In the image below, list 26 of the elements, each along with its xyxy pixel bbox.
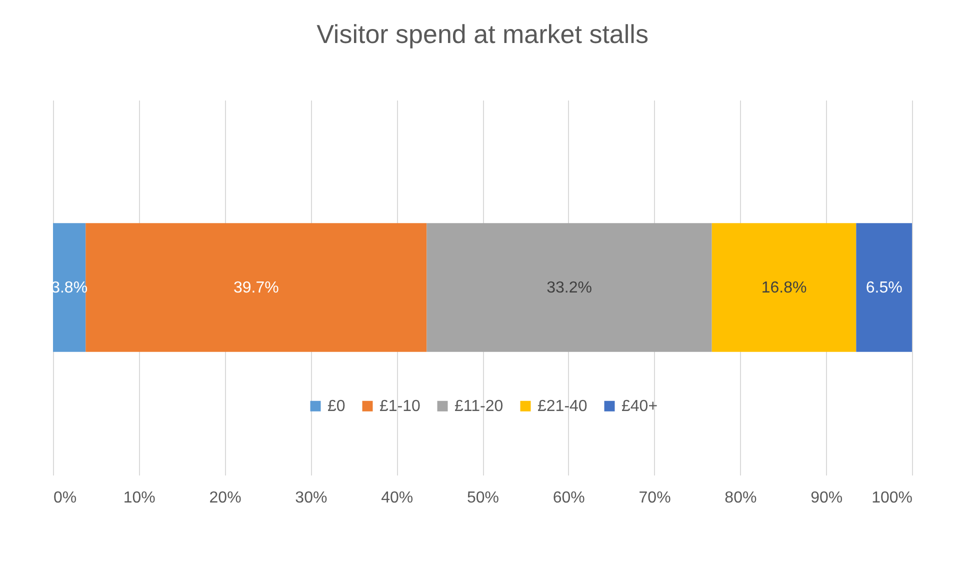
x-tick-label: 70% <box>638 490 671 506</box>
legend-label: £11-20 <box>454 398 504 416</box>
bar <box>712 223 856 352</box>
x-tick-label: 50% <box>466 490 500 506</box>
data-label: 39.7% <box>233 280 279 296</box>
x-tick-label: 10% <box>123 490 156 506</box>
legend-label: £21-40 <box>538 398 588 416</box>
x-tick-label: 90% <box>810 490 843 506</box>
bar <box>856 223 912 352</box>
chart-title: Visitor spend at market stalls <box>316 19 648 49</box>
data-label: 33.2% <box>546 280 592 296</box>
x-tick-label: 20% <box>209 490 242 506</box>
bar <box>86 223 427 352</box>
x-tick-label: 30% <box>295 490 328 506</box>
bar <box>53 223 86 352</box>
data-label: 6.5% <box>866 280 902 296</box>
legend-label: £0 <box>328 398 346 416</box>
legend-label: £40+ <box>622 398 658 416</box>
data-label: 16.8% <box>761 280 807 296</box>
x-tick-label: 100% <box>872 490 912 506</box>
x-tick-label: 0% <box>54 490 77 506</box>
x-tick-label: 80% <box>724 490 757 506</box>
bar <box>426 223 712 352</box>
legend-label: £1-10 <box>380 398 421 416</box>
x-tick-label: 40% <box>381 490 414 506</box>
x-tick-label: 60% <box>552 490 585 506</box>
